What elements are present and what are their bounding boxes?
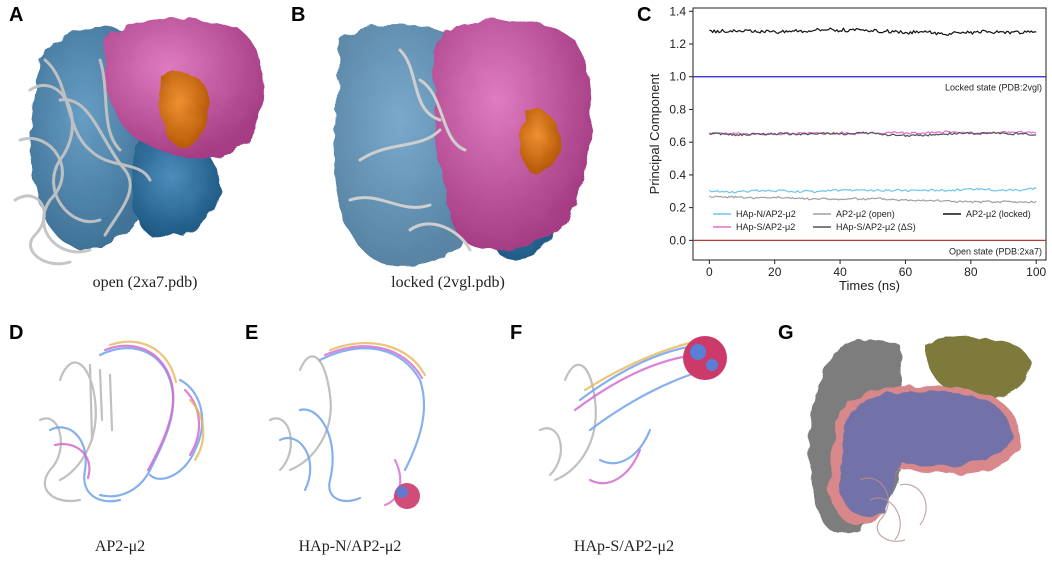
x-axis-label: Times (ns)	[839, 278, 900, 293]
caption-hap-s: HAp-S/AP2-μ2	[573, 538, 675, 555]
panel-letter-g: G	[778, 322, 794, 344]
caption-hap-n: HAp-N/AP2-μ2	[298, 538, 402, 555]
x-tick-label: 80	[964, 265, 978, 279]
x-tick-label: 100	[1026, 265, 1046, 279]
legend-label: HAp-N/AP2-μ2	[736, 209, 796, 219]
panel-letter-f: F	[510, 322, 523, 344]
x-tick-label: 0	[706, 265, 713, 279]
panel-letter-c: C	[637, 4, 652, 26]
chart-frame	[692, 7, 1047, 261]
y-tick-label: 0.6	[669, 135, 686, 149]
x-tick-label: 60	[899, 265, 913, 279]
y-tick-label: 0.8	[669, 102, 686, 116]
y-tick-label: 1.2	[669, 37, 686, 51]
x-tick-label: 20	[768, 265, 782, 279]
legend-label: AP2-μ2 (locked)	[966, 209, 1031, 219]
series-line-1	[708, 195, 1037, 204]
panel-letter-a: A	[9, 4, 24, 26]
panel-letter-b: B	[291, 4, 306, 26]
legend-label: HAp-S/AP2-μ2 (ΔS)	[836, 222, 916, 232]
caption-ap2-mu2: AP2-μ2	[94, 538, 146, 555]
series-line-4	[709, 131, 1037, 137]
y-tick-label: 1.4	[669, 4, 686, 18]
series-line-2	[709, 27, 1037, 37]
reference-line-label: Locked state (PDB:2vgl)	[945, 83, 1042, 93]
series-line-3	[709, 130, 1037, 136]
legend-label: AP2-μ2 (open)	[836, 209, 895, 219]
legend-label: HAp-S/AP2-μ2	[736, 222, 795, 232]
y-tick-label: 0.0	[669, 233, 686, 247]
reference-line-label: Open state (PDB:2xa7)	[949, 246, 1042, 256]
x-tick-label: 40	[833, 265, 847, 279]
caption-locked-structure: locked (2vgl.pdb)	[391, 274, 505, 291]
y-tick-label: 1.0	[669, 70, 686, 84]
y-tick-label: 0.2	[669, 201, 686, 215]
y-tick-label: 0.4	[669, 168, 686, 182]
caption-open-structure: open (2xa7.pdb)	[92, 274, 198, 291]
series-line-0	[708, 187, 1037, 194]
panel-letter-d: D	[9, 322, 24, 344]
y-axis-label: Principal Component	[647, 73, 662, 194]
panel-letter-e: E	[245, 322, 259, 344]
